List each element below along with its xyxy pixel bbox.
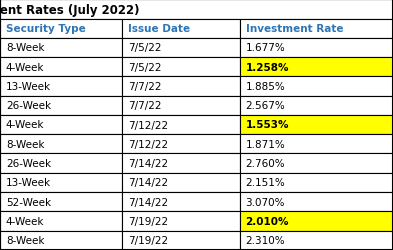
Text: 52-Week: 52-Week [6,197,51,207]
Bar [240,77,393,96]
Bar [240,192,393,212]
Text: 2.310%: 2.310% [246,236,285,245]
Text: 3.070%: 3.070% [246,197,285,207]
Text: 7/14/22: 7/14/22 [128,178,168,188]
Bar [240,38,393,58]
Bar [122,96,240,116]
Bar [0,38,122,58]
Text: 1.885%: 1.885% [246,82,285,92]
Bar [122,231,240,250]
Text: 7/12/22: 7/12/22 [128,139,168,149]
Text: 2.760%: 2.760% [246,158,285,168]
Bar [0,134,122,154]
Bar [122,116,240,134]
Text: 7/14/22: 7/14/22 [128,158,168,168]
Text: 1.871%: 1.871% [246,139,285,149]
Text: 1.677%: 1.677% [246,43,285,53]
Bar [0,192,122,212]
Text: Treasury Bill Investment Rates (July 2022): Treasury Bill Investment Rates (July 202… [0,4,140,16]
Text: 26-Week: 26-Week [6,101,51,111]
Bar [122,58,240,77]
Text: 8-Week: 8-Week [6,236,44,245]
Text: Issue Date: Issue Date [128,24,190,34]
Text: 7/19/22: 7/19/22 [128,216,168,226]
Text: 1.553%: 1.553% [246,120,289,130]
Bar [240,20,393,38]
Text: 7/7/22: 7/7/22 [128,101,161,111]
Bar [0,231,122,250]
Bar [122,134,240,154]
Bar [0,116,122,134]
Bar [240,154,393,173]
Text: 7/7/22: 7/7/22 [128,82,161,92]
Text: 8-Week: 8-Week [6,139,44,149]
Bar [122,212,240,231]
Bar [122,192,240,212]
Text: 4-Week: 4-Week [6,62,44,72]
Text: 13-Week: 13-Week [6,82,51,92]
Bar [240,212,393,231]
Bar [240,173,393,192]
Bar [122,38,240,58]
Bar [0,154,122,173]
Bar [240,58,393,77]
Bar [122,77,240,96]
Bar [0,77,122,96]
Text: 1.258%: 1.258% [246,62,289,72]
Bar [0,58,122,77]
Bar [122,173,240,192]
Text: 2.567%: 2.567% [246,101,285,111]
Text: 7/12/22: 7/12/22 [128,120,168,130]
Text: Investment Rate: Investment Rate [246,24,343,34]
Text: 13-Week: 13-Week [6,178,51,188]
Bar [240,116,393,134]
Text: 7/19/22: 7/19/22 [128,236,168,245]
Text: 4-Week: 4-Week [6,216,44,226]
Text: Security Type: Security Type [6,24,86,34]
Bar [240,96,393,116]
Bar [0,212,122,231]
Text: 26-Week: 26-Week [6,158,51,168]
Text: 2.010%: 2.010% [246,216,289,226]
Bar [0,0,393,20]
Bar [122,154,240,173]
Text: 8-Week: 8-Week [6,43,44,53]
Text: 7/5/22: 7/5/22 [128,43,161,53]
Bar [240,231,393,250]
Bar [0,96,122,116]
Text: 2.151%: 2.151% [246,178,285,188]
Text: 4-Week: 4-Week [6,120,44,130]
Bar [0,173,122,192]
Text: 7/5/22: 7/5/22 [128,62,161,72]
Bar [0,20,122,38]
Text: 7/14/22: 7/14/22 [128,197,168,207]
Bar [240,134,393,154]
Bar [122,20,240,38]
